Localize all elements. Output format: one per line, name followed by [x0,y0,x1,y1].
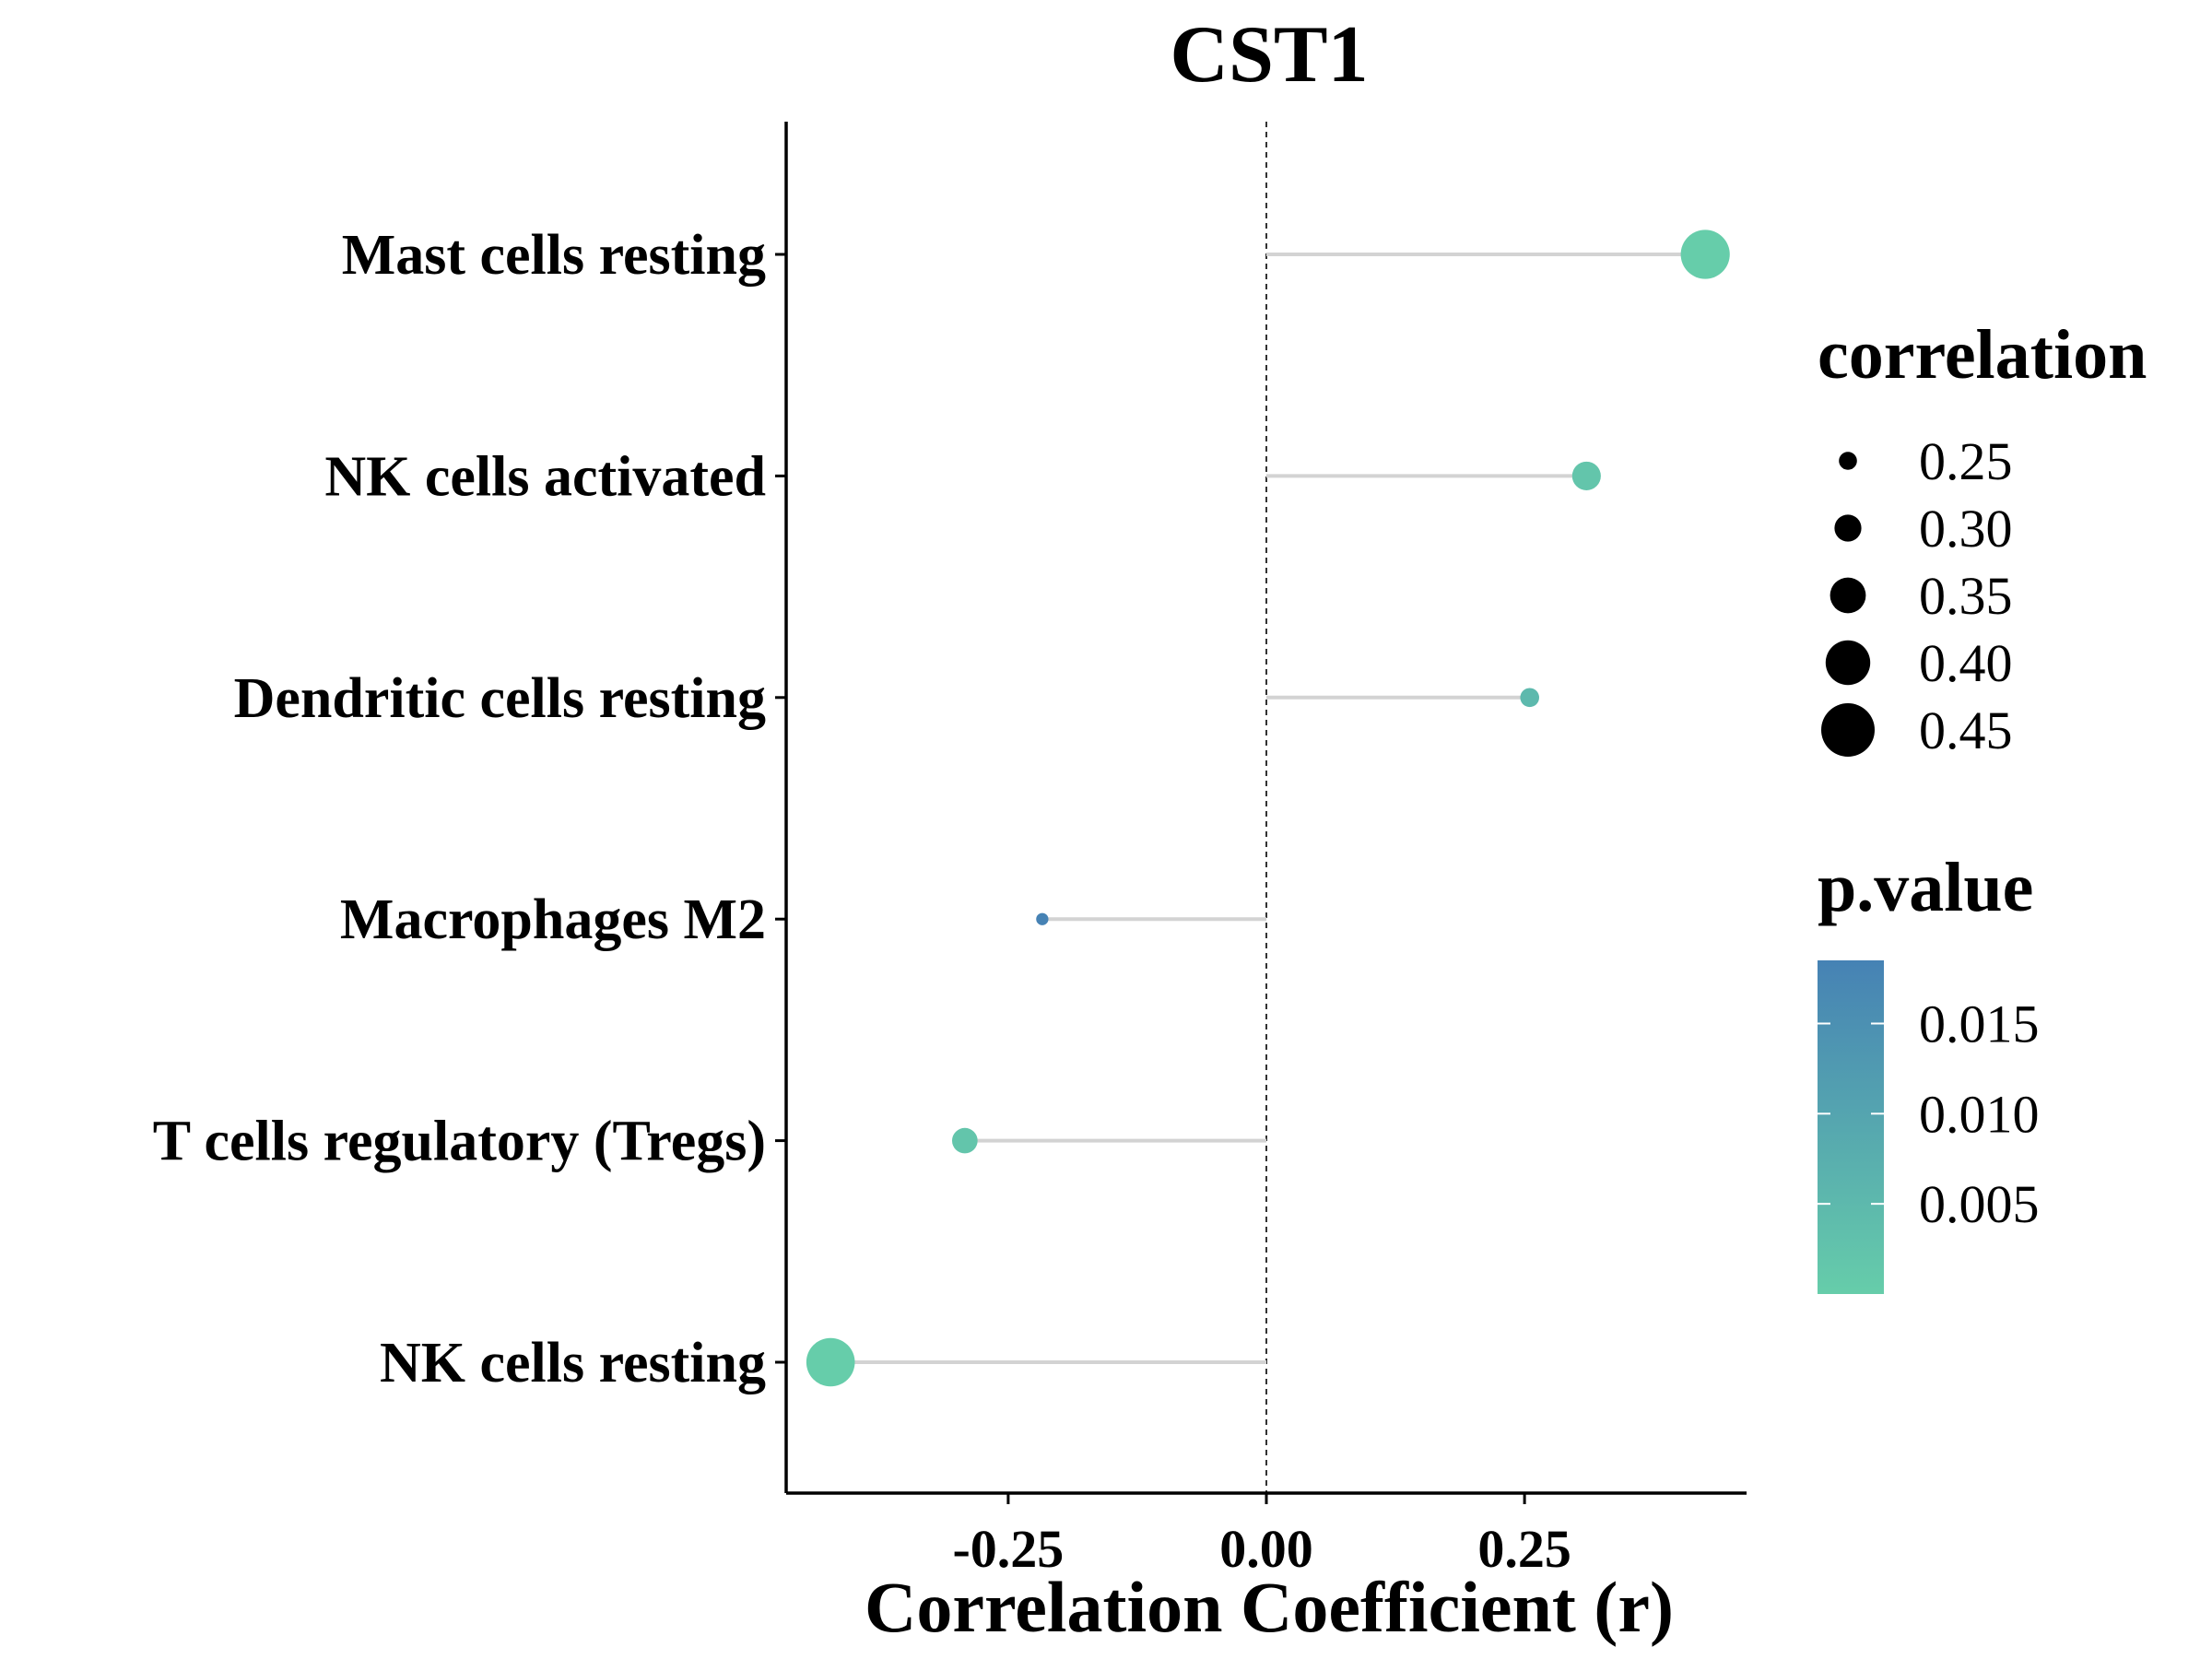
lollipop-point [1571,461,1601,490]
size-legend-key [1839,452,1857,470]
category-label: NK cells activated [324,445,766,508]
x-tick-label: 0.00 [1219,1519,1313,1579]
category-label: T cells regulatory (Tregs) [153,1111,766,1173]
lollipop-point [1520,688,1539,708]
category-label: Dendritic cells resting [234,667,766,730]
lollipop-point [1036,912,1049,925]
x-tick-label: -0.25 [952,1519,1064,1579]
x-axis-title: Correlation Coefficient (r) [865,1567,1674,1647]
size-legend-label: 0.25 [1919,431,2013,491]
lollipop-point [1680,229,1730,279]
color-legend-title: p.value [1818,849,2033,926]
lollipop-point [952,1127,978,1154]
size-legend-label: 0.35 [1919,566,2013,626]
size-legend-key [1821,703,1875,757]
size-legend-label: 0.30 [1919,499,2013,559]
lollipop-point [806,1337,855,1387]
size-legend-title: correlation [1818,316,2147,394]
size-legend-key [1830,577,1866,614]
size-legend-label: 0.40 [1919,633,2013,693]
size-legend: correlation 0.25 0.30 0.35 0.40 0.45 [1818,316,2147,760]
size-legend-label: 0.45 [1919,700,2013,760]
category-label: NK cells resting [380,1332,766,1394]
color-bar [1818,960,1884,1294]
color-legend-label: 0.010 [1919,1084,2040,1144]
category-label: Mast cells resting [342,224,766,287]
color-legend-label: 0.015 [1919,994,2040,1053]
size-legend-key [1825,640,1871,686]
x-axis: -0.25 0.00 0.25 [786,1491,1747,1579]
category-labels: Mast cells resting NK cells activated Dend… [153,224,786,1394]
x-tick-label: 0.25 [1477,1519,1571,1579]
category-label: Macrophages M2 [340,888,766,951]
color-legend-label: 0.005 [1919,1174,2040,1234]
color-legend: p.value 0.015 0.010 0.005 [1818,849,2040,1294]
size-legend-key [1834,514,1862,542]
chart-title: CST1 [1170,10,1368,100]
plot-area [784,122,1730,1493]
